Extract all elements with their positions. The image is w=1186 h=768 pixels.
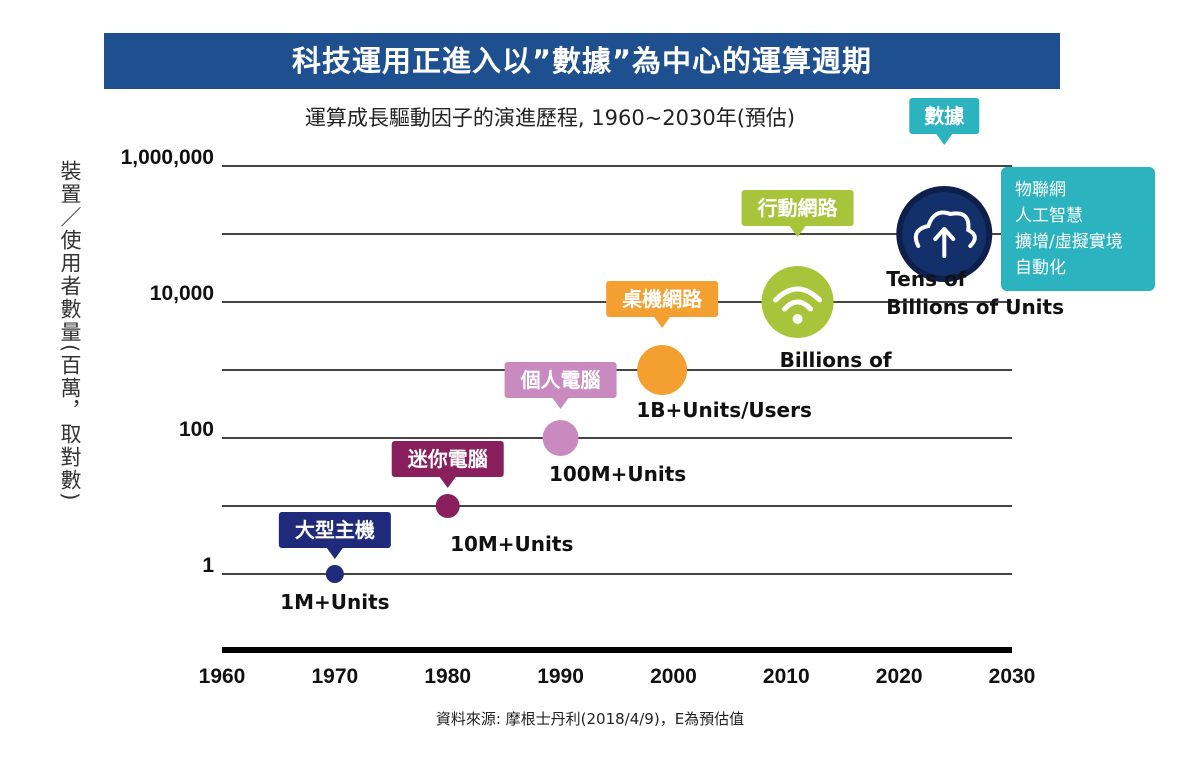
y-axis-label: 裝置／使用者數量(百萬，取對數) [58, 160, 82, 503]
category-tag: 大型主機 [278, 512, 391, 559]
tag-pointer [654, 317, 671, 328]
tag-background [606, 281, 719, 317]
point-label: 10M+Units [450, 532, 573, 556]
tag-pointer [552, 398, 569, 409]
tag-label: 個人電腦 [520, 368, 601, 392]
point-label: 100M+Units [549, 462, 686, 486]
tag-background [909, 98, 980, 134]
x-tick-label: 2030 [989, 665, 1036, 688]
upload-arrow-icon [933, 227, 956, 258]
category-tag: 個人電腦 [504, 362, 617, 409]
tag-label: 行動網路 [757, 196, 839, 220]
point-label: Billions of Units [886, 295, 1064, 319]
y-tick-label: 100 [179, 418, 214, 441]
wifi-icon [773, 286, 823, 303]
data-point [761, 266, 834, 338]
source-note: 資料來源: 摩根士丹利(2018/4/9)，E為預估值 [435, 710, 745, 728]
banner-title: 科技運用正進入以”數據”為中心的運算週期 [104, 33, 1060, 89]
tag-background [504, 362, 617, 398]
x-tick-label: 2010 [763, 665, 810, 688]
tag-label: 迷你電腦 [407, 447, 488, 471]
tag-pointer [326, 548, 343, 559]
data-drivers-box: 物聯網 人工智慧 擴增/虛擬實境 自動化 [1001, 167, 1155, 291]
y-tick-label: 1,000,000 [121, 146, 214, 169]
point-label: Tens of [886, 267, 966, 291]
x-tick-label: 2000 [650, 665, 697, 688]
point-label: Billions of [780, 348, 892, 372]
info-line: 擴增/虛擬實境 [1015, 232, 1123, 252]
x-tick-label: 1980 [424, 665, 471, 688]
category-tag: 行動網路 [741, 190, 854, 237]
tag-background [278, 512, 391, 548]
tag-background [741, 190, 854, 226]
info-line: 人工智慧 [1015, 206, 1083, 226]
wifi-dot [792, 314, 803, 324]
info-line: 物聯網 [1015, 180, 1066, 200]
x-tick-label: 1990 [537, 665, 584, 688]
data-point [542, 420, 579, 456]
wifi-icon [782, 299, 814, 312]
category-tag: 數據 [909, 98, 980, 145]
y-tick-label: 10,000 [150, 282, 214, 305]
tag-pointer [439, 477, 456, 488]
data-point [637, 345, 688, 395]
tag-pointer [789, 226, 806, 237]
data-point [325, 565, 344, 583]
info-line: 自動化 [1015, 258, 1066, 278]
x-tick-label: 1970 [311, 665, 358, 688]
tag-label: 桌機網路 [622, 287, 703, 311]
y-tick-label: 1 [202, 554, 214, 577]
chart-subtitle: 運算成長驅動因子的演進歷程, 1960~2030年(預估) [304, 106, 796, 130]
point-label: 1M+Units [280, 590, 389, 614]
cloud-icon [913, 210, 977, 248]
data-point [435, 494, 460, 518]
x-tick-label: 2020 [876, 665, 923, 688]
tag-label: 大型主機 [295, 518, 375, 542]
category-tag: 桌機網路 [606, 281, 719, 328]
tag-pointer [936, 134, 953, 145]
category-tag: 迷你電腦 [391, 441, 504, 488]
tag-background [391, 441, 504, 477]
x-tick-label: 1960 [199, 665, 246, 688]
point-label: 1B+Units/Users [636, 398, 812, 422]
tag-label: 數據 [924, 104, 965, 128]
